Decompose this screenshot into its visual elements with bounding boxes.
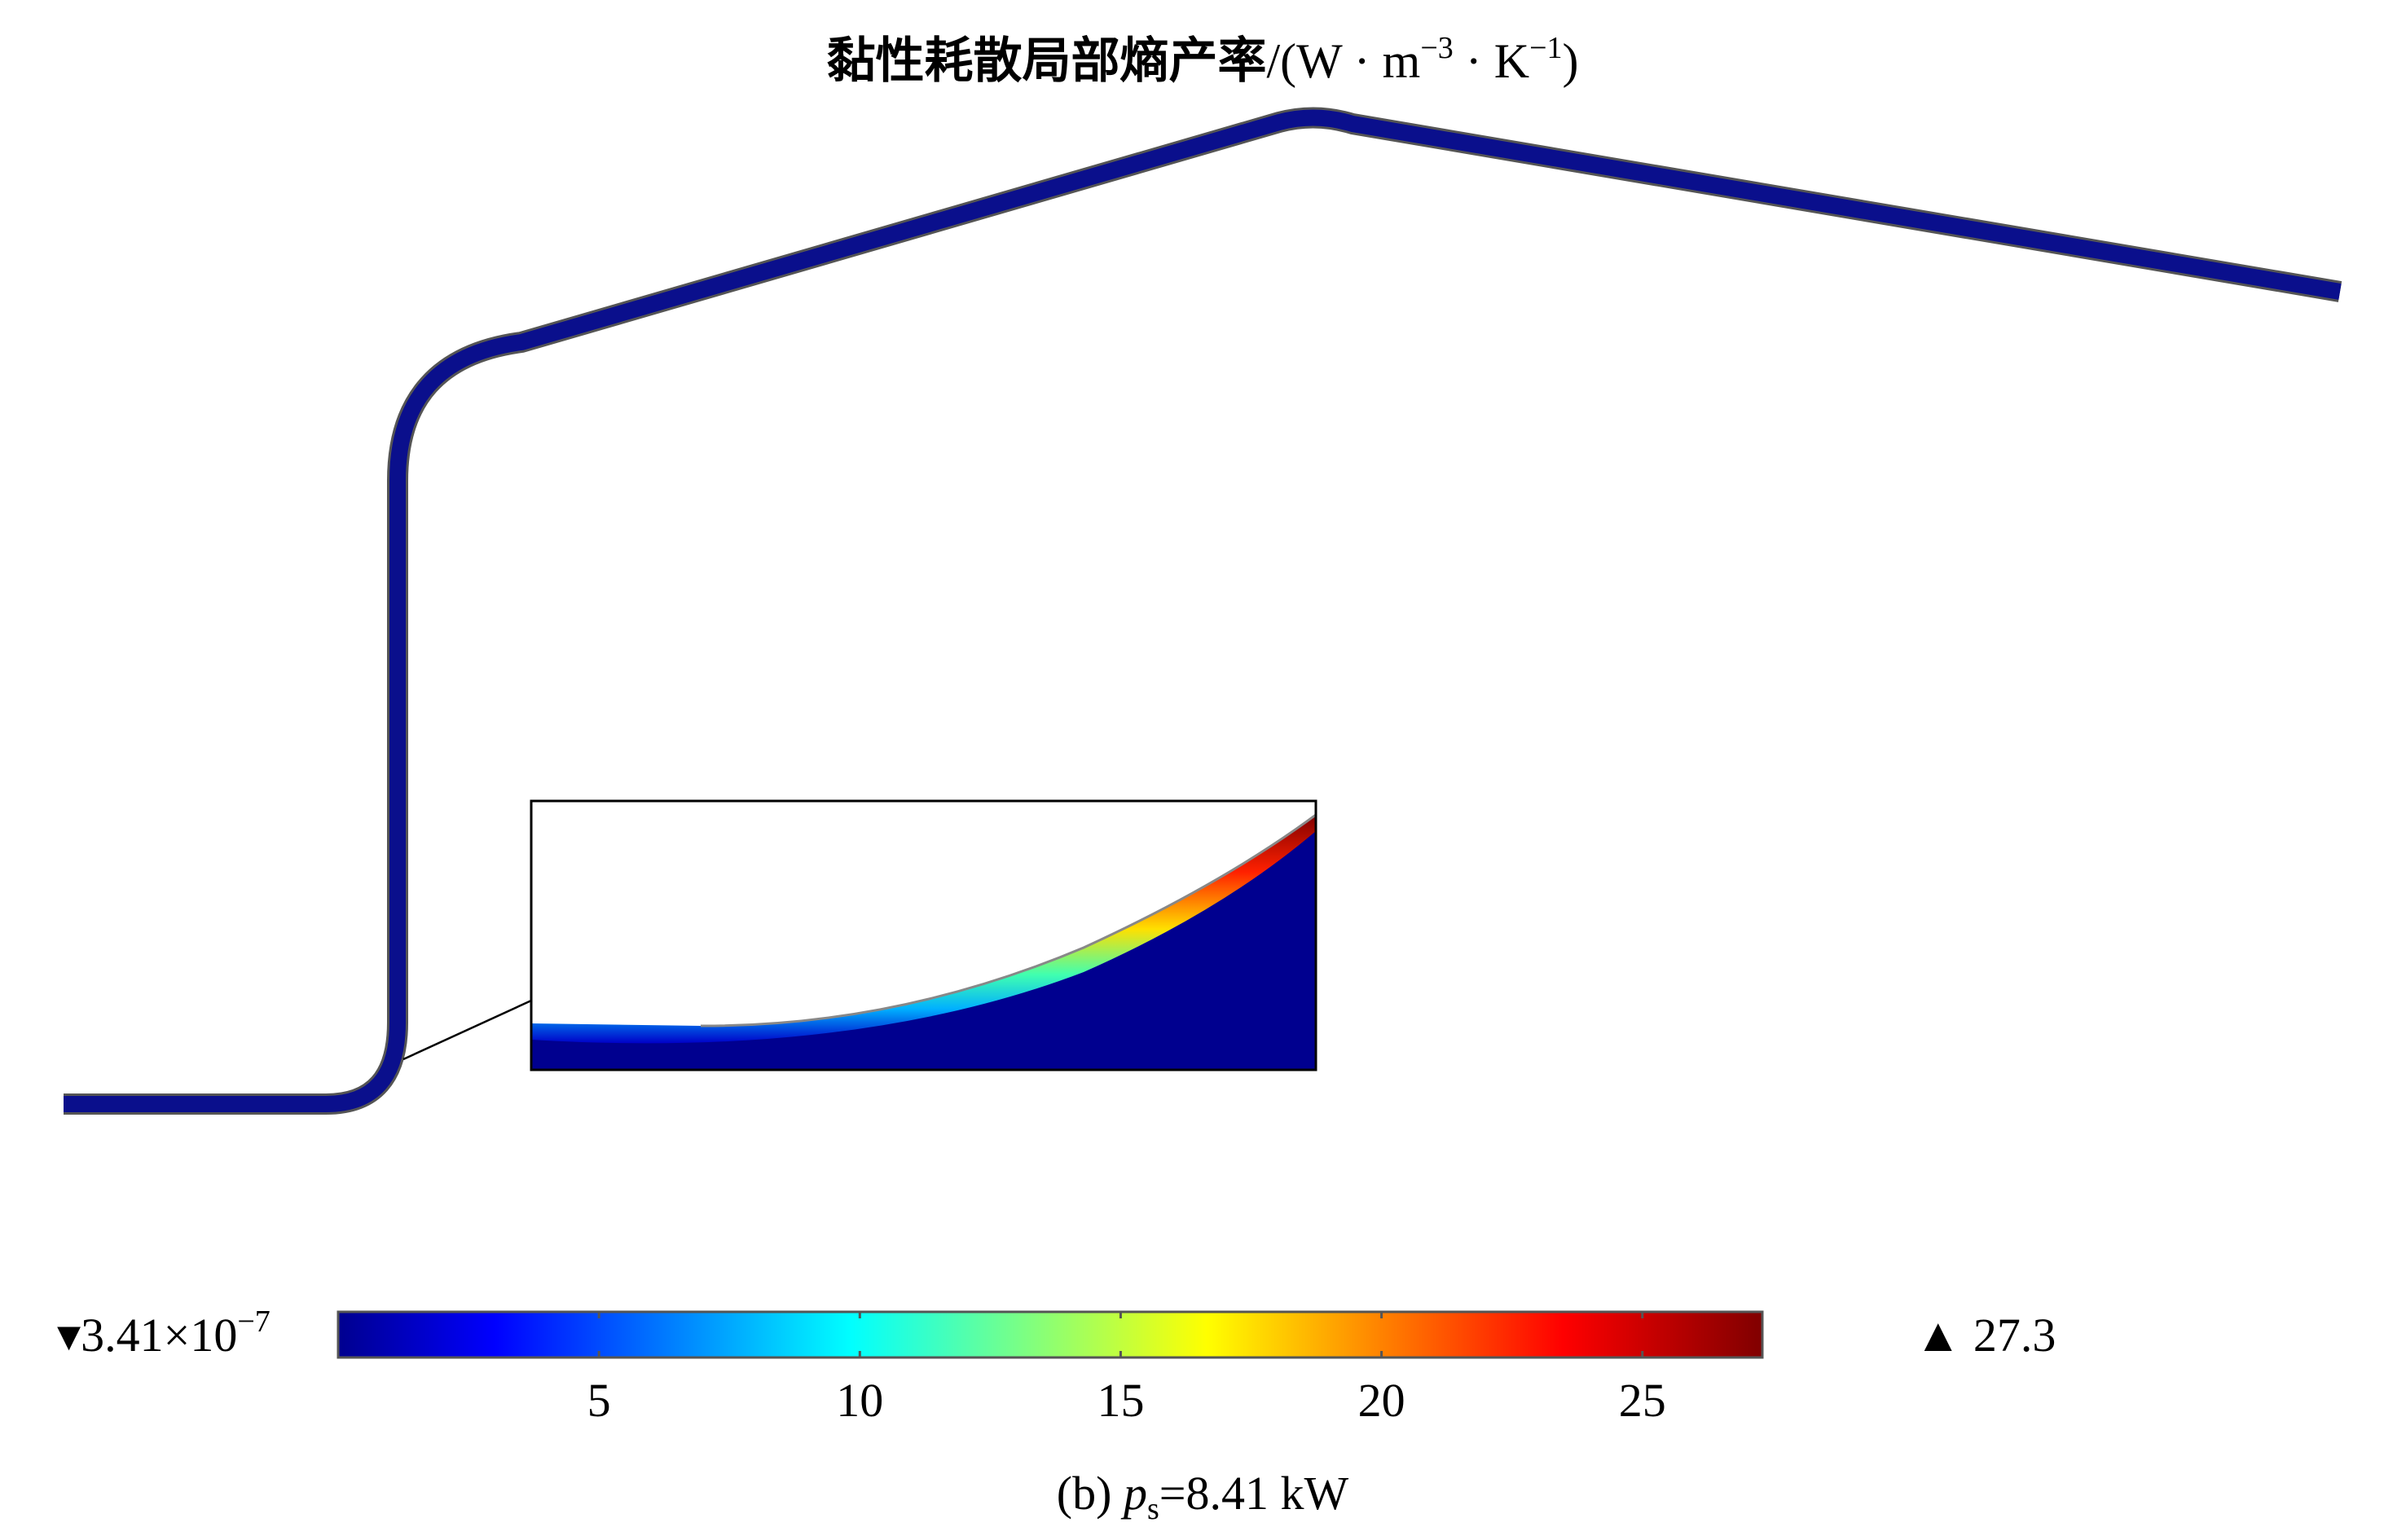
colorbar-tick-label: 25 bbox=[1619, 1374, 1666, 1427]
colorbar-tick-marks bbox=[597, 1312, 1644, 1357]
colorbar-tick-label: 20 bbox=[1358, 1374, 1405, 1427]
plot-title: 黏性耗散局部熵产率/(W · m−3 · K−1) bbox=[826, 31, 1578, 90]
channel-body bbox=[64, 109, 2342, 1112]
inset-wall-line bbox=[700, 813, 1316, 1027]
colorbar: 5 10 15 20 25 ▾3.41×10−7 ▲ 27.3 bbox=[57, 1305, 2056, 1427]
colorbar-tick-label: 10 bbox=[836, 1374, 883, 1427]
colorbar-min-label: ▾3.41×10−7 bbox=[57, 1305, 271, 1362]
colorbar-tick-label: 5 bbox=[587, 1374, 611, 1427]
inset-gradient-band bbox=[531, 815, 1316, 1044]
colorbar-max-label: ▲ 27.3 bbox=[1915, 1309, 2056, 1362]
inset-connector bbox=[402, 999, 532, 1061]
colorbar-bar bbox=[336, 1310, 1764, 1359]
inset-border bbox=[530, 799, 1317, 1071]
colorbar-tick-label: 15 bbox=[1097, 1374, 1144, 1427]
inset-zoom bbox=[530, 799, 1317, 1071]
colorbar-tick-labels: 5 10 15 20 25 bbox=[587, 1374, 1666, 1427]
figure-caption: (b) ps=8.41 kW bbox=[1057, 1467, 1349, 1526]
inset-dark-region bbox=[531, 819, 1316, 1070]
